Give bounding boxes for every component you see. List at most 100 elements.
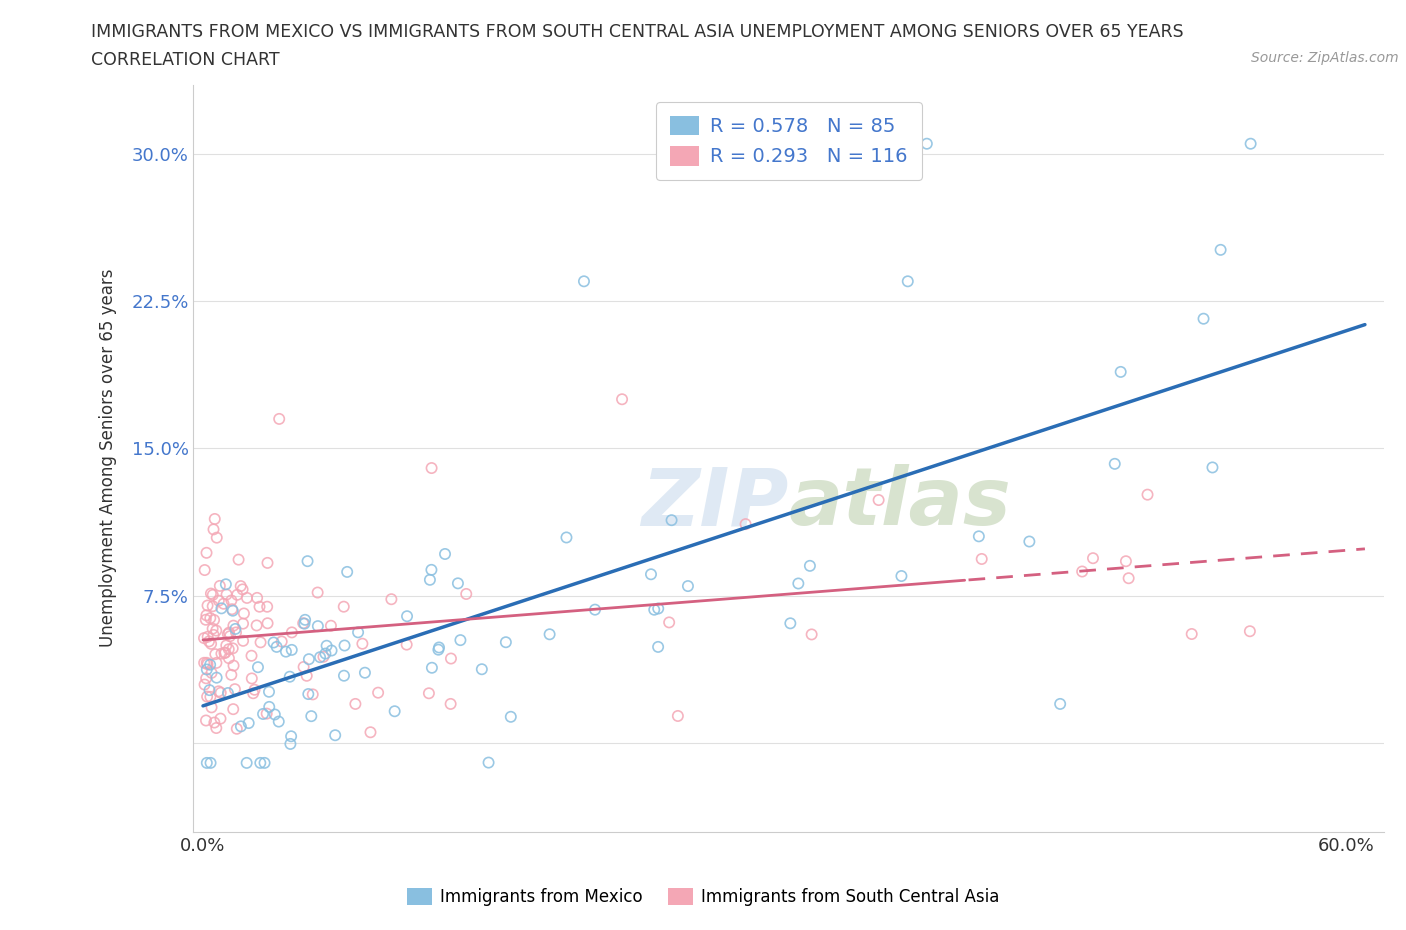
Point bbox=[202, 628, 225, 643]
Point bbox=[221, 593, 243, 608]
Point bbox=[1115, 553, 1137, 568]
Point bbox=[221, 668, 243, 683]
Point bbox=[299, 709, 322, 724]
Point bbox=[208, 578, 231, 593]
Point bbox=[209, 711, 232, 726]
Point bbox=[666, 709, 689, 724]
Point bbox=[890, 568, 912, 583]
Point bbox=[295, 669, 318, 684]
Point bbox=[205, 721, 228, 736]
Point bbox=[193, 656, 215, 671]
Point bbox=[1136, 487, 1159, 502]
Point bbox=[219, 629, 242, 644]
Point bbox=[246, 591, 269, 605]
Point bbox=[209, 685, 232, 700]
Point bbox=[440, 697, 463, 711]
Point bbox=[395, 637, 418, 652]
Point bbox=[347, 625, 370, 640]
Point bbox=[218, 651, 240, 666]
Point bbox=[195, 608, 218, 623]
Point bbox=[253, 755, 276, 770]
Point bbox=[676, 578, 699, 593]
Point bbox=[647, 601, 669, 616]
Point bbox=[420, 563, 443, 578]
Point bbox=[235, 755, 257, 770]
Point bbox=[209, 646, 232, 661]
Point bbox=[204, 512, 226, 526]
Point bbox=[224, 621, 246, 636]
Point bbox=[229, 719, 252, 734]
Point bbox=[228, 552, 250, 567]
Point bbox=[420, 460, 443, 475]
Point bbox=[202, 613, 225, 628]
Point bbox=[471, 662, 494, 677]
Point bbox=[323, 728, 346, 743]
Point bbox=[214, 645, 236, 660]
Point bbox=[205, 530, 228, 545]
Point bbox=[204, 646, 226, 661]
Point bbox=[200, 700, 222, 715]
Point bbox=[198, 683, 221, 698]
Point bbox=[201, 599, 224, 614]
Point bbox=[440, 651, 463, 666]
Point bbox=[499, 710, 522, 724]
Point bbox=[477, 755, 499, 770]
Point bbox=[779, 616, 801, 631]
Point bbox=[240, 648, 263, 663]
Point bbox=[218, 625, 240, 640]
Point bbox=[278, 670, 301, 684]
Y-axis label: Unemployment Among Seniors over 65 years: Unemployment Among Seniors over 65 years bbox=[100, 269, 117, 647]
Point bbox=[256, 599, 278, 614]
Point bbox=[1201, 460, 1223, 475]
Point bbox=[197, 657, 219, 671]
Point bbox=[202, 715, 225, 730]
Point bbox=[201, 588, 224, 603]
Point bbox=[225, 722, 247, 737]
Point bbox=[215, 577, 238, 591]
Point bbox=[197, 598, 219, 613]
Point bbox=[360, 724, 382, 739]
Point bbox=[897, 273, 920, 288]
Point bbox=[211, 601, 233, 616]
Point bbox=[307, 585, 329, 600]
Point bbox=[200, 689, 222, 704]
Point bbox=[314, 646, 336, 661]
Point bbox=[269, 411, 291, 426]
Point bbox=[236, 591, 259, 605]
Point bbox=[263, 635, 285, 650]
Point bbox=[200, 611, 222, 626]
Point bbox=[256, 555, 278, 570]
Point bbox=[661, 512, 683, 527]
Point bbox=[915, 137, 938, 152]
Point bbox=[1018, 534, 1040, 549]
Point bbox=[787, 576, 810, 591]
Point bbox=[215, 638, 238, 653]
Point bbox=[734, 517, 756, 532]
Point bbox=[583, 603, 606, 618]
Point bbox=[1109, 365, 1132, 379]
Point bbox=[202, 522, 225, 537]
Point bbox=[215, 587, 238, 602]
Point bbox=[312, 649, 335, 664]
Text: atlas: atlas bbox=[789, 464, 1011, 542]
Point bbox=[274, 644, 297, 659]
Point bbox=[800, 627, 823, 642]
Point bbox=[256, 706, 278, 721]
Point bbox=[257, 699, 280, 714]
Point bbox=[194, 563, 217, 578]
Point bbox=[224, 682, 246, 697]
Point bbox=[280, 737, 302, 751]
Point bbox=[427, 640, 450, 655]
Point bbox=[232, 633, 254, 648]
Text: Source: ZipAtlas.com: Source: ZipAtlas.com bbox=[1251, 51, 1399, 65]
Point bbox=[243, 683, 266, 698]
Point bbox=[195, 755, 218, 770]
Point bbox=[226, 588, 249, 603]
Point bbox=[495, 635, 517, 650]
Point bbox=[200, 755, 222, 770]
Point bbox=[195, 545, 218, 560]
Point bbox=[354, 665, 377, 680]
Point bbox=[309, 650, 332, 665]
Point bbox=[232, 582, 254, 597]
Point bbox=[352, 636, 374, 651]
